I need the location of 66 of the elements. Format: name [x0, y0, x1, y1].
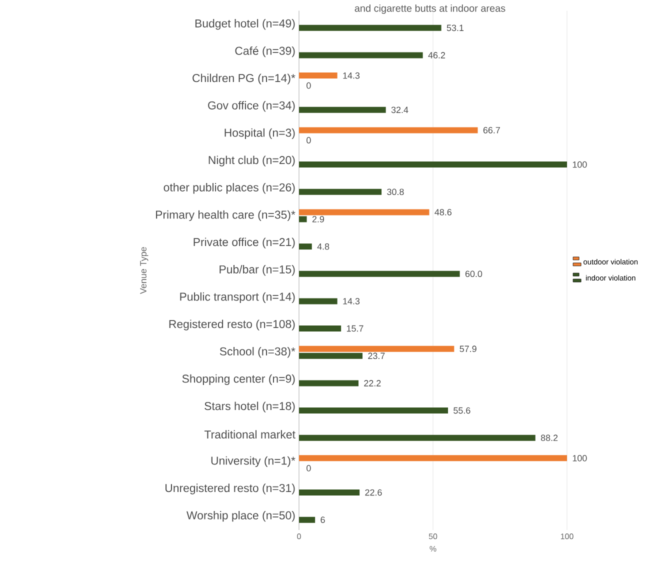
- data-label: 14.3: [343, 72, 360, 79]
- data-label: 0: [306, 465, 311, 472]
- data-label: 23.7: [368, 352, 385, 360]
- y-tick-label: School (n=38)*: [220, 347, 296, 358]
- bar: [299, 326, 342, 332]
- bar: [299, 106, 386, 113]
- data-label: 22.2: [364, 380, 381, 386]
- bar: [299, 209, 430, 216]
- y-tick-label: Children PG (n=14)*: [192, 74, 296, 84]
- y-tick-label: Gov office (n=34): [208, 101, 295, 112]
- y-tick-label: University (n=1)*: [211, 456, 296, 468]
- data-label: 14.3: [343, 298, 360, 304]
- chart-title: and cigarette butts at indoor areas: [354, 4, 506, 14]
- data-label: 66.7: [483, 127, 500, 134]
- data-label: 30.8: [387, 188, 404, 196]
- bar: [299, 434, 536, 441]
- y-tick-label: Registered resto (n=108): [169, 320, 295, 330]
- bar: [299, 352, 363, 359]
- y-tick-label: Private office (n=21): [194, 238, 295, 248]
- data-label: 100: [572, 455, 587, 462]
- data-label: 46.2: [428, 52, 446, 58]
- y-tick-label: Primary health care (n=35)*: [156, 210, 296, 222]
- y-tick-label: Stars hotel (n=18): [204, 402, 295, 412]
- y-axis-title: Venue Type: [140, 247, 148, 294]
- y-tick-label: Night club (n=20): [208, 156, 295, 166]
- data-label: 32.4: [391, 106, 408, 114]
- bar: [299, 346, 454, 352]
- y-tick-label: Shopping center (n=9): [182, 374, 295, 386]
- data-label: 88.2: [540, 434, 558, 442]
- bar: [299, 270, 460, 277]
- bar: [299, 216, 307, 222]
- data-label: 55.6: [454, 407, 470, 414]
- data-label: 53.1: [446, 24, 464, 32]
- bar: [299, 408, 448, 414]
- data-label: 60.0: [465, 270, 482, 278]
- data-label: 0: [306, 137, 311, 144]
- bar: [299, 380, 358, 386]
- bar: [299, 516, 316, 523]
- y-tick-label: Pub/bar (n=15): [220, 265, 295, 276]
- y-tick-label: Budget hotel (n=49): [195, 19, 295, 30]
- y-tick-label: Traditional market: [204, 430, 296, 439]
- y-tick-label: Café (n=39): [235, 46, 295, 58]
- data-label: 6: [320, 516, 325, 524]
- bar: [299, 188, 382, 195]
- data-label: 57.9: [460, 346, 476, 352]
- data-label: 2.9: [312, 216, 324, 222]
- data-label: 48.6: [434, 209, 452, 216]
- y-tick-label: Hospital (n=3): [224, 128, 295, 140]
- data-label: 100: [572, 161, 587, 168]
- bar: [299, 52, 423, 58]
- bar: [299, 127, 478, 134]
- bar: [299, 244, 312, 250]
- bar: [299, 298, 338, 304]
- bar: [299, 490, 360, 496]
- data-label: 4.8: [317, 243, 330, 250]
- data-label: 0: [306, 82, 311, 89]
- bar: [299, 24, 442, 31]
- y-tick-label: Unregistered resto (n=31): [166, 484, 295, 494]
- bar: [299, 162, 568, 168]
- bar: [299, 72, 338, 79]
- y-tick-label: other public places (n=26): [164, 183, 295, 194]
- data-label: 22.6: [365, 489, 382, 496]
- data-label: 15.7: [346, 325, 364, 332]
- bar: [299, 455, 568, 462]
- y-tick-label: Worship place (n=50): [186, 511, 295, 522]
- y-tick-label: Public transport (n=14): [180, 292, 295, 304]
